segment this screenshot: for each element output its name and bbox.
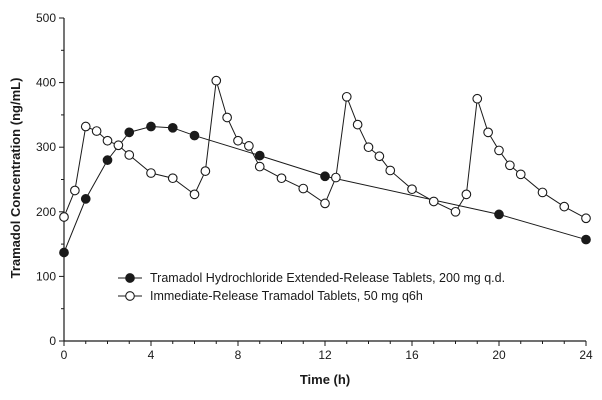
y-tick-label: 0 [49,334,56,348]
open-point [298,183,309,194]
open-point [80,121,91,132]
legend-filled-marker [125,273,135,283]
legend: Tramadol Hydrochloride Extended-Release … [118,271,505,303]
filled-point [102,155,113,165]
open-point [189,189,200,200]
filled-point [167,122,178,133]
open-point [244,141,254,151]
open-point [374,151,385,162]
open-point [211,75,222,86]
open-point [428,196,439,207]
open-point [483,127,493,138]
y-tick-label: 400 [36,76,56,90]
y-tick-label: 100 [36,269,56,283]
open-point [233,135,243,146]
x-tick-label: 24 [579,348,593,362]
series-line [63,80,587,219]
y-tick-label: 500 [36,11,56,25]
open-point [352,119,363,130]
x-tick-label: 12 [318,348,332,362]
open-point [91,126,102,136]
filled-point [59,247,69,258]
open-point [59,212,69,222]
open-point [276,173,287,184]
legend-open-marker [125,291,135,301]
open-point [515,169,526,180]
open-point [146,168,156,178]
open-point [341,91,352,102]
open-point [102,135,113,146]
filled-point [494,209,504,220]
series-1 [59,121,591,258]
open-point [461,189,472,200]
y-tick-label: 200 [36,205,56,219]
open-point [167,173,178,184]
open-point [472,93,483,104]
open-point [113,140,124,151]
filled-point [189,130,200,141]
open-point [320,198,330,209]
filled-point [581,234,591,245]
series-2 [59,75,591,224]
open-point [254,161,265,172]
x-axis-ticks: 0 4 8 12 16 20 24 [61,341,593,362]
filled-point [254,150,265,161]
open-point [124,150,135,160]
legend-label: Tramadol Hydrochloride Extended-Release … [150,271,505,285]
filled-point [320,171,330,182]
x-tick-label: 0 [61,348,68,362]
open-point [494,145,504,156]
open-point [505,160,515,171]
y-axis-ticks: 0 100 200 300 400 500 [36,11,64,348]
open-point [331,172,341,183]
y-tick-label: 300 [36,140,56,154]
filled-point [80,194,91,204]
x-tick-label: 4 [148,348,155,362]
open-point [537,187,548,198]
open-point [559,201,570,212]
open-point [70,185,80,196]
series-line [63,126,587,253]
open-point [200,166,211,176]
open-point [450,206,461,217]
x-tick-label: 16 [405,348,419,362]
x-tick-label: 8 [235,348,242,362]
legend-label: Immediate-Release Tramadol Tablets, 50 m… [150,289,423,303]
x-axis-title: Time (h) [300,372,350,387]
open-point [385,165,396,176]
open-point [222,112,232,123]
series-layer [59,75,591,258]
x-tick-label: 20 [492,348,506,362]
open-point [581,213,591,224]
filled-point [146,121,156,132]
open-point [407,184,417,195]
plot-area: 0 100 200 300 400 500 0 4 8 12 16 20 24 [36,11,593,362]
filled-point [124,127,135,138]
y-axis-title: Tramadol Concentration (ng/mL) [8,78,23,279]
open-point [363,142,374,153]
